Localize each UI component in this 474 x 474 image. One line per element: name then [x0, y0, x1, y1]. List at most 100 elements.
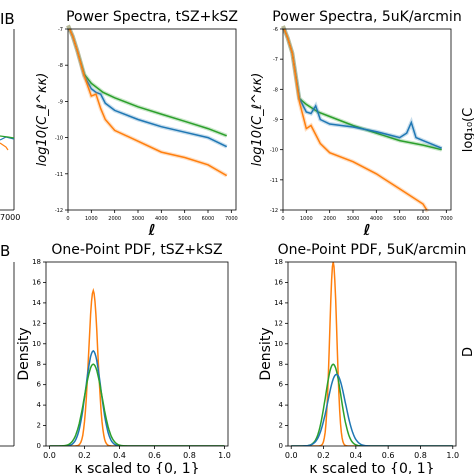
y-axis-label: log10(C_ℓ^κκ)	[35, 73, 50, 167]
y-tick-label: 18	[274, 258, 283, 266]
axes-frame	[282, 28, 452, 211]
x-tick-label: 0.8	[414, 451, 427, 460]
x-tick-label: 4000	[155, 216, 168, 222]
y-tick-label: -6	[273, 27, 278, 33]
x-tick-label: 0.0	[43, 451, 56, 460]
y-tick-label: 14	[32, 299, 41, 307]
y-axis-label: log10(C_ℓ^κκ)	[250, 73, 265, 167]
series-band	[66, 24, 228, 178]
x-tick-label: 7000	[440, 216, 453, 222]
x-tick-label: 1000	[300, 216, 313, 222]
x-tick-label: 0.6	[148, 451, 161, 460]
y-tick-label: 18	[32, 258, 41, 266]
y-tick-label: 8	[279, 360, 283, 368]
left-partial-axes	[0, 29, 15, 447]
panel-title: One-Point PDF, 5uK/arcmin	[278, 242, 467, 258]
y-tick-label: 0	[279, 442, 283, 450]
x-tick-label: 1.0	[446, 451, 459, 460]
y-tick-label: 6	[279, 381, 284, 389]
right-ylabel-fragment: log₁₀(C	[461, 108, 474, 152]
power-spectra-5uk-panel: Power Spectra, 5uK/arcmin 0 1000 2000 3000 40…	[250, 9, 462, 239]
y-tick-label: 8	[37, 360, 41, 368]
series-line-1	[291, 363, 453, 446]
one-point-pdf-5uk-panel: One-Point PDF, 5uK/arcmin 0.0 0.2 0.4 0.6 0.8…	[258, 242, 466, 474]
y-tick-label: 12	[274, 319, 283, 327]
one-point-pdf-tsz-ksz-panel: One-Point PDF, tSZ+kSZ 0.0 0.2 0.4 0.6 0.8 1.0…	[16, 242, 231, 474]
x-tick-label: 1.0	[218, 451, 231, 460]
series-line-0	[68, 29, 227, 137]
y-tick-label: -11	[270, 178, 278, 184]
panel-title: Power Spectra, 5uK/arcmin	[272, 9, 461, 25]
x-tick-label: 6000	[202, 216, 215, 222]
x-tick-label: 7000	[225, 216, 238, 222]
x-tick-label: 0.6	[382, 451, 395, 460]
x-tick-label: 0.8	[183, 451, 196, 460]
right-density-fragment: D	[461, 347, 474, 357]
y-tick-label: -8	[58, 63, 63, 69]
y-tick-label: -10	[270, 148, 278, 154]
series-line-2	[291, 373, 453, 446]
x-tick-label: 2000	[108, 216, 121, 222]
y-axis-label: Density	[258, 327, 274, 380]
panel-title: One-Point PDF, tSZ+kSZ	[51, 242, 222, 258]
x-tick-label: 0.4	[113, 451, 126, 460]
x-tick-label: 0.0	[285, 451, 298, 460]
series-line-0	[49, 287, 225, 446]
y-axis-label: Density	[16, 327, 32, 380]
x-axis-label: κ scaled to {0, 1}	[309, 461, 434, 474]
y-tick-label: -12	[270, 208, 278, 214]
y-tick-label: 10	[32, 340, 41, 348]
series-band	[281, 25, 443, 152]
y-tick-label: 16	[32, 278, 41, 286]
x-tick-label: 6000	[417, 216, 430, 222]
series-line-2	[283, 29, 428, 210]
y-tick-label: 12	[32, 319, 41, 327]
left-top-title-fragment: IB	[0, 10, 15, 28]
y-tick-label: -9	[273, 118, 278, 124]
x-tick-label: 0.2	[78, 451, 91, 460]
y-tick-label: 4	[37, 401, 42, 409]
y-tick-label: 10	[274, 340, 283, 348]
y-tick-label: -7	[273, 57, 278, 63]
y-tick-label: 2	[279, 422, 283, 430]
axes-frame	[287, 261, 457, 447]
x-tick-label: 3000	[347, 216, 360, 222]
left-tick-fragment: 7000	[0, 213, 20, 222]
y-tick-label: -8	[273, 87, 278, 93]
x-axis-label: ℓ	[147, 221, 155, 239]
x-tick-label: 0.2	[317, 451, 330, 460]
x-tick-label: 2000	[323, 216, 336, 222]
series-line-0	[283, 29, 442, 151]
right-partial-axes: log₁₀(C D	[461, 108, 474, 357]
y-tick-label: 16	[274, 278, 283, 286]
series-line-0	[291, 262, 453, 446]
series-band	[66, 24, 228, 138]
y-tick-label: -9	[58, 99, 63, 105]
series-line-1	[49, 349, 225, 446]
y-tick-label: 2	[37, 422, 41, 430]
x-tick-label: 3000	[132, 216, 145, 222]
series-line-2	[49, 363, 225, 446]
series-line-2	[68, 29, 228, 177]
x-tick-label: 0	[66, 216, 69, 222]
power-spectra-tsz-ksz-panel: Power Spectra, tSZ+kSZ 0 1000 2000 3000 4000 5…	[35, 9, 238, 239]
axes-frame	[45, 261, 229, 447]
x-tick-label: 1000	[85, 216, 98, 222]
axes-frame	[67, 28, 237, 211]
y-tick-label: -11	[55, 172, 63, 178]
x-tick-label: 5000	[178, 216, 191, 222]
x-tick-label: 4000	[370, 216, 383, 222]
x-tick-label: 0	[281, 216, 284, 222]
panel-title: Power Spectra, tSZ+kSZ	[66, 9, 238, 25]
y-tick-label: 4	[279, 401, 284, 409]
y-tick-label: -7	[58, 27, 63, 33]
y-tick-label: -10	[55, 136, 63, 142]
y-tick-label: -12	[55, 208, 63, 214]
x-axis-label: κ scaled to {0, 1}	[74, 461, 199, 474]
x-axis-label: ℓ	[362, 221, 370, 239]
y-tick-label: 0	[37, 442, 41, 450]
x-tick-label: 0.4	[349, 451, 362, 460]
x-tick-label: 5000	[393, 216, 406, 222]
y-tick-label: 14	[274, 299, 283, 307]
